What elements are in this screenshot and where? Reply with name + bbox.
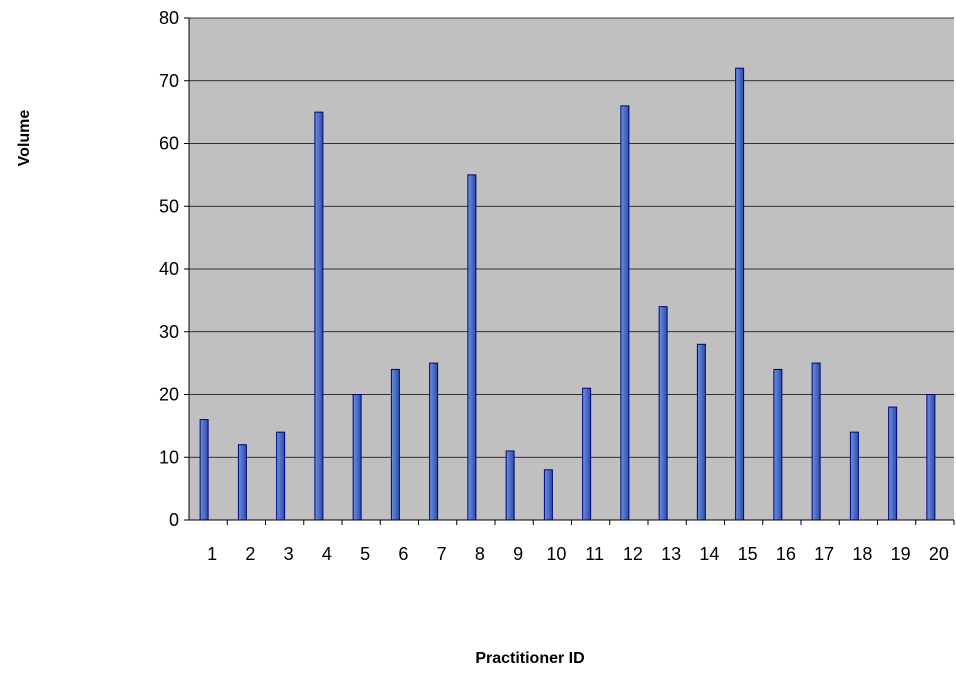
x-tick-label: 12: [623, 544, 643, 564]
bar-practitioner-9: [505, 450, 515, 521]
x-tick-label: 9: [513, 544, 523, 564]
bar-practitioner-14: [696, 343, 706, 521]
bar-practitioner-12: [620, 105, 630, 521]
y-tick-label: 80: [159, 8, 179, 28]
x-tick-labels: 1 2 3 4 5 6 7 8 9 10 11 12 13 14 15 16 17 18 19 20: [207, 520, 955, 564]
y-tick-label: 0: [169, 510, 179, 530]
x-tick-label: 19: [891, 544, 911, 564]
x-tick-label: 11: [585, 544, 604, 564]
x-tick-label: 10: [546, 544, 566, 564]
x-tick-label: 20: [929, 544, 949, 564]
bar-practitioner-13: [658, 306, 668, 521]
x-axis-title: Practitioner ID: [475, 650, 584, 667]
x-tick-label: 13: [661, 544, 681, 564]
x-tick-label: 3: [284, 544, 294, 564]
bar-practitioner-10: [543, 469, 553, 521]
x-tick-label: 6: [398, 544, 408, 564]
y-tick-label: 30: [159, 322, 179, 342]
bar-practitioner-6: [390, 368, 400, 521]
y-tick-label: 40: [159, 259, 179, 279]
x-tick-label: 14: [699, 544, 719, 564]
x-tick-label: 18: [852, 544, 872, 564]
bar-practitioner-19: [888, 406, 898, 521]
y-tick-label: 50: [159, 196, 179, 216]
bar-practitioner-8: [467, 174, 477, 521]
bar-practitioner-18: [849, 431, 859, 521]
bar-practitioner-1: [199, 419, 209, 521]
x-tick-label: 7: [437, 544, 447, 564]
x-tick-label: 1: [207, 544, 217, 564]
bar-practitioner-16: [773, 368, 783, 521]
y-tick-labels: 0 10 20 30 40 50 60 70 80: [159, 8, 189, 530]
bar-practitioner-5: [352, 394, 362, 521]
x-tick-label: 2: [245, 544, 255, 564]
x-tick-label: 5: [360, 544, 370, 564]
x-tick-label: 16: [776, 544, 796, 564]
y-tick-label: 10: [159, 447, 179, 467]
bar-practitioner-7: [429, 362, 439, 521]
y-tick-label: 70: [159, 71, 179, 91]
bar-practitioner-3: [276, 431, 286, 521]
bar-practitioner-17: [811, 362, 821, 521]
x-tick-label: 15: [738, 544, 758, 564]
y-tick-label: 60: [159, 134, 179, 154]
bar-practitioner-4: [314, 111, 324, 521]
x-tick-label: 4: [322, 544, 332, 564]
x-tick-label: 8: [475, 544, 485, 564]
bar-practitioner-11: [582, 387, 592, 521]
y-tick-label: 20: [159, 385, 179, 405]
y-axis-title: Volume: [16, 110, 33, 167]
bar-practitioner-15: [735, 67, 745, 521]
x-tick-label: 17: [814, 544, 834, 564]
bar-practitioner-2: [237, 444, 247, 521]
bar-practitioner-20: [926, 394, 936, 521]
